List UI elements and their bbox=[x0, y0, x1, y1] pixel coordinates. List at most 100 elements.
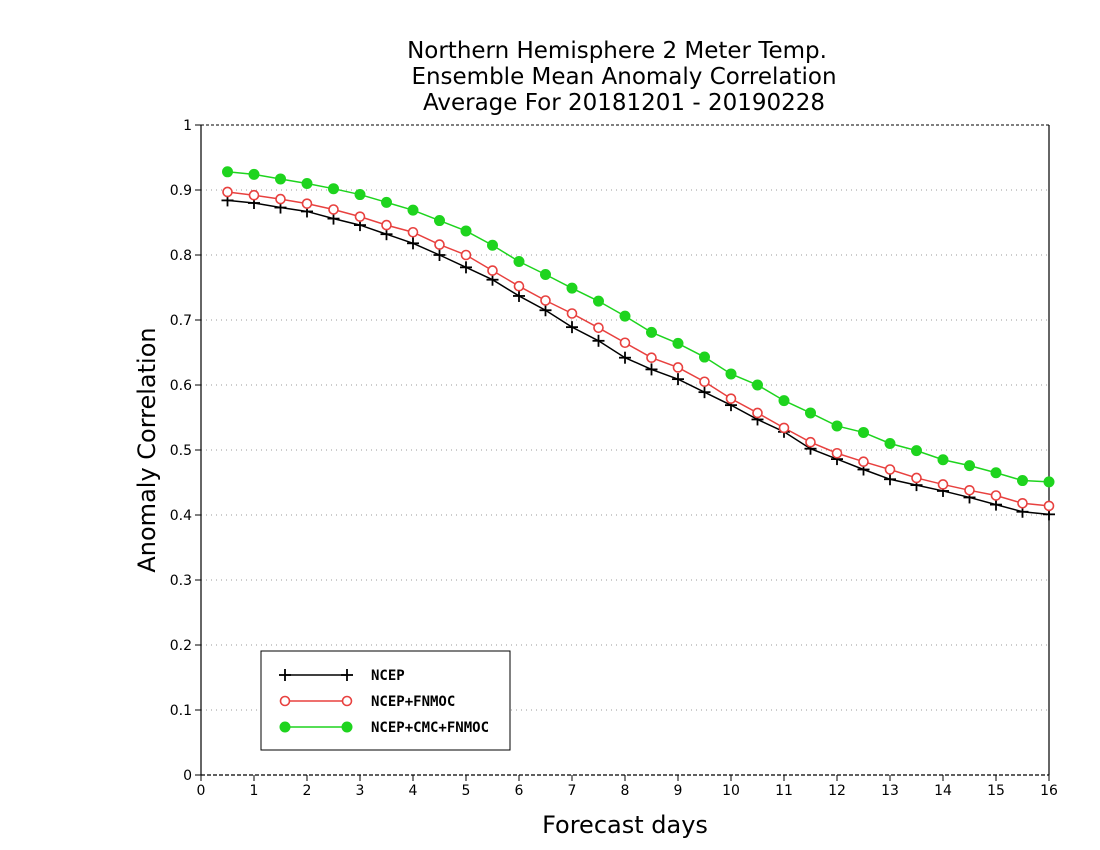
plus-marker bbox=[672, 373, 684, 386]
open-circle-marker bbox=[937, 479, 949, 490]
series-lines bbox=[221, 166, 1055, 521]
filled-circle-marker bbox=[911, 445, 922, 457]
filled-circle-marker bbox=[619, 310, 631, 322]
y-tick-label: 0.5 bbox=[170, 443, 192, 459]
plus-marker bbox=[645, 363, 658, 376]
open-circle-marker bbox=[513, 280, 525, 292]
plus-marker bbox=[460, 261, 472, 274]
open-circle-marker bbox=[341, 695, 353, 707]
legend-entry: NCEP+CMC+FNMOC bbox=[279, 720, 489, 736]
plus-marker bbox=[592, 334, 605, 347]
title-line-3: Average For 20181201 - 20190228 bbox=[423, 90, 825, 116]
filled-circle-marker bbox=[884, 438, 896, 449]
x-tick-label: 2 bbox=[303, 783, 312, 799]
legend-label: NCEP bbox=[371, 668, 405, 684]
y-tick-label: 0.6 bbox=[170, 378, 192, 394]
y-tick-label: 0 bbox=[183, 768, 192, 784]
open-circle-marker bbox=[619, 337, 631, 349]
filled-circle-marker bbox=[275, 173, 286, 185]
legend: NCEP NCEP+FNMOC NCEP+CMC+FNMOC bbox=[260, 650, 511, 751]
legend-label: NCEP+FNMOC bbox=[371, 694, 455, 710]
open-circle-marker bbox=[279, 695, 291, 707]
filled-circle-marker bbox=[831, 420, 843, 432]
axes bbox=[195, 124, 1050, 781]
legend-label: NCEP+CMC+FNMOC bbox=[371, 720, 489, 736]
open-circle-marker bbox=[725, 393, 737, 404]
legend-entry: NCEP bbox=[279, 668, 405, 684]
open-circle-marker bbox=[566, 308, 578, 319]
open-circle-marker bbox=[831, 447, 843, 459]
open-circle-marker bbox=[487, 265, 498, 276]
open-circle-marker bbox=[434, 239, 445, 250]
series-line bbox=[227, 199, 1050, 516]
open-circle-marker bbox=[407, 226, 419, 238]
filled-circle-marker bbox=[1017, 475, 1028, 487]
filled-circle-marker bbox=[540, 269, 551, 280]
series-line bbox=[227, 171, 1050, 483]
plus-marker bbox=[341, 669, 353, 681]
filled-circle-marker bbox=[646, 326, 657, 338]
filled-circle-marker bbox=[805, 407, 816, 419]
plus-marker bbox=[566, 321, 578, 334]
y-tick-label: 0.8 bbox=[170, 248, 192, 264]
open-circle-marker bbox=[540, 295, 551, 306]
plus-marker bbox=[619, 351, 631, 364]
filled-circle-marker bbox=[858, 426, 869, 438]
plus-marker bbox=[884, 473, 896, 486]
plus-marker bbox=[513, 289, 525, 302]
filled-circle-marker bbox=[248, 168, 260, 180]
x-tick-label: 6 bbox=[515, 783, 524, 799]
title-line-2: Ensemble Mean Anomaly Correlation bbox=[411, 64, 836, 90]
title-line-1: Northern Hemisphere 2 Meter Temp. bbox=[407, 38, 827, 64]
filled-circle-marker bbox=[593, 295, 604, 307]
open-circle-marker bbox=[1043, 500, 1055, 512]
open-circle-marker bbox=[699, 376, 710, 388]
filled-circle-marker bbox=[672, 337, 684, 349]
open-circle-marker bbox=[911, 472, 922, 484]
filled-circle-marker bbox=[1043, 476, 1055, 488]
filled-circle-marker bbox=[434, 215, 445, 227]
filled-circle-marker bbox=[407, 204, 419, 216]
tick-labels: 00.10.20.30.40.50.60.70.80.910 1 2 3 4 5 6 7 8 9 1… bbox=[170, 118, 1058, 799]
filled-circle-marker bbox=[341, 721, 353, 733]
chart-title: Northern Hemisphere 2 Meter Temp. Ensemb… bbox=[407, 38, 836, 116]
filled-circle-marker bbox=[487, 239, 498, 251]
filled-circle-marker bbox=[990, 467, 1002, 479]
filled-circle-marker bbox=[328, 183, 339, 195]
filled-circle-marker bbox=[566, 282, 578, 294]
open-circle-marker bbox=[752, 407, 763, 419]
series-ncep-fnmoc bbox=[222, 186, 1055, 512]
filled-circle-marker bbox=[460, 225, 472, 237]
x-tick-label: 8 bbox=[621, 783, 630, 799]
filled-circle-marker bbox=[279, 721, 291, 733]
x-tick-label: 15 bbox=[987, 783, 1005, 799]
open-circle-marker bbox=[646, 352, 657, 364]
open-circle-marker bbox=[460, 249, 472, 261]
x-tick-label: 16 bbox=[1040, 783, 1058, 799]
plus-marker bbox=[279, 669, 291, 681]
y-tick-label: 0.4 bbox=[170, 508, 192, 524]
filled-circle-marker bbox=[222, 166, 233, 178]
x-tick-label: 0 bbox=[197, 783, 206, 799]
y-tick-label: 0.9 bbox=[170, 183, 192, 199]
open-circle-marker bbox=[248, 189, 260, 201]
series-line bbox=[227, 191, 1050, 507]
filled-circle-marker bbox=[752, 379, 763, 391]
x-tick-label: 12 bbox=[828, 783, 846, 799]
filled-circle-marker bbox=[778, 395, 790, 407]
open-circle-marker bbox=[1017, 497, 1028, 509]
x-tick-label: 1 bbox=[250, 783, 259, 799]
plus-marker bbox=[698, 386, 711, 399]
x-tick-label: 13 bbox=[881, 783, 899, 799]
y-tick-label: 0.2 bbox=[170, 638, 192, 654]
open-circle-marker bbox=[884, 464, 896, 475]
x-axis-title: Forecast days bbox=[542, 811, 708, 839]
plus-marker bbox=[539, 304, 552, 317]
filled-circle-marker bbox=[699, 351, 710, 363]
filled-circle-marker bbox=[354, 189, 366, 201]
open-circle-marker bbox=[222, 186, 233, 198]
y-tick-label: 0.1 bbox=[170, 703, 192, 719]
open-circle-marker bbox=[672, 362, 684, 373]
filled-circle-marker bbox=[725, 368, 737, 380]
filled-circle-marker bbox=[964, 460, 975, 472]
